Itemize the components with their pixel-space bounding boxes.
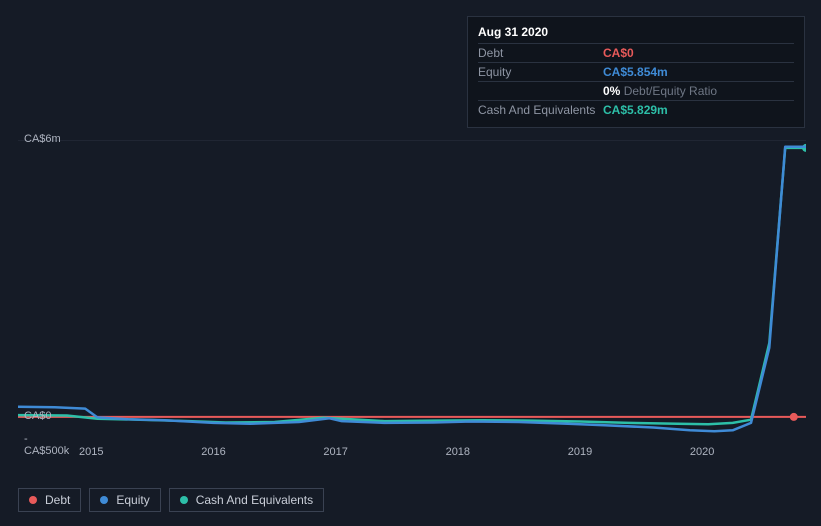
tooltip-row-equity: Equity CA$5.854m [478, 63, 794, 82]
tooltip-cash-label: Cash And Equivalents [478, 103, 603, 117]
chart-legend: Debt Equity Cash And Equivalents [18, 488, 324, 512]
dot-icon [29, 496, 37, 504]
tooltip-ratio-label: Debt/Equity Ratio [624, 84, 717, 98]
tooltip-row-cash: Cash And Equivalents CA$5.829m [478, 101, 794, 119]
legend-item-debt[interactable]: Debt [18, 488, 81, 512]
tooltip-row-ratio: 0% Debt/Equity Ratio [478, 82, 794, 101]
tooltip-ratio-spacer [478, 84, 603, 98]
tooltip-ratio-pct: 0% [603, 84, 620, 98]
legend-label-cash: Cash And Equivalents [196, 493, 313, 507]
dot-icon [100, 496, 108, 504]
hover-tooltip: Aug 31 2020 Debt CA$0 Equity CA$5.854m 0… [467, 16, 805, 128]
legend-item-cash[interactable]: Cash And Equivalents [169, 488, 324, 512]
tooltip-row-debt: Debt CA$0 [478, 44, 794, 63]
legend-item-equity[interactable]: Equity [89, 488, 160, 512]
x-tick-label: 2016 [201, 446, 225, 458]
dot-icon [180, 496, 188, 504]
x-tick-label: 2018 [446, 446, 470, 458]
tooltip-equity-label: Equity [478, 65, 603, 79]
legend-label-debt: Debt [45, 493, 70, 507]
x-tick-label: 2017 [323, 446, 347, 458]
tooltip-equity-value: CA$5.854m [603, 65, 668, 79]
debt-equity-chart[interactable]: CA$6mCA$0-CA$500k20152016201720182019202… [18, 120, 806, 470]
tooltip-debt-label: Debt [478, 46, 603, 60]
x-tick-label: 2020 [690, 446, 714, 458]
x-tick-label: 2015 [79, 446, 103, 458]
tooltip-cash-value: CA$5.829m [603, 103, 668, 117]
chart-plot-area [18, 140, 806, 440]
x-tick-label: 2019 [568, 446, 592, 458]
tooltip-date: Aug 31 2020 [478, 23, 794, 44]
legend-label-equity: Equity [116, 493, 149, 507]
tooltip-debt-value: CA$0 [603, 46, 634, 60]
